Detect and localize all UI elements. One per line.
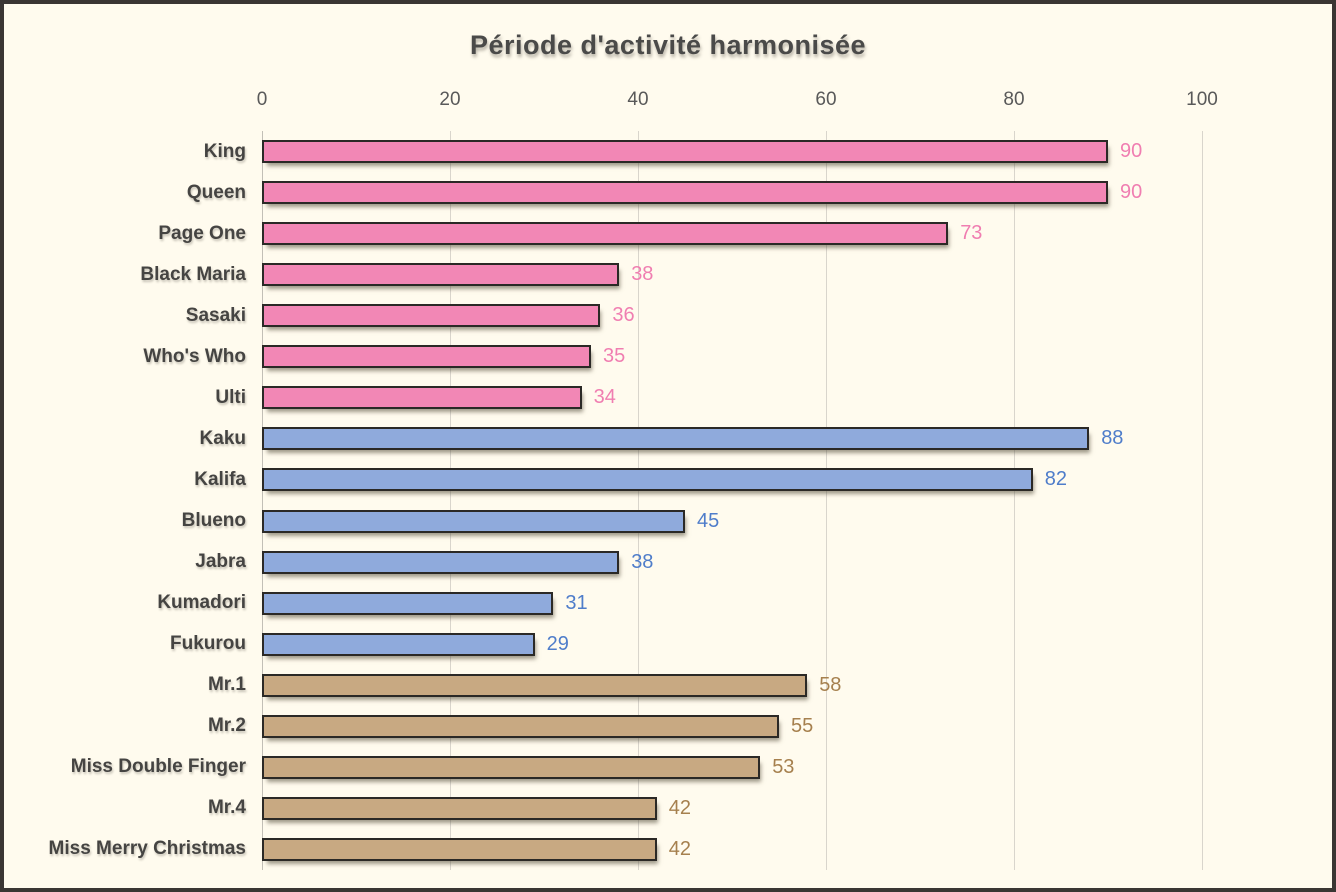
bar (262, 263, 620, 287)
x-tick-label: 40 (627, 89, 649, 110)
bar (262, 837, 657, 861)
bar (262, 427, 1090, 451)
category-label: King (203, 140, 246, 162)
bar-value: 58 (819, 673, 842, 696)
x-tick-label: 0 (256, 89, 268, 110)
category-label: Fukurou (170, 633, 246, 655)
bar-value: 90 (1120, 181, 1143, 204)
bar (262, 222, 949, 246)
bar (262, 140, 1108, 164)
chart-title: Période d'activité harmonisée (469, 30, 867, 60)
bar-value: 88 (1101, 427, 1124, 450)
category-label: Ulti (215, 386, 246, 408)
bar-value: 82 (1044, 468, 1068, 491)
bar-value: 42 (668, 796, 692, 819)
bar (262, 386, 582, 410)
x-tick-label: 20 (439, 89, 461, 110)
bar-value: 34 (593, 386, 616, 409)
x-tick-label: 80 (1003, 89, 1025, 110)
gridline (1013, 131, 1015, 870)
bar (262, 714, 779, 738)
bar-value: 53 (772, 755, 795, 778)
bar-value: 31 (565, 591, 588, 614)
bar (262, 632, 535, 656)
bar (262, 345, 591, 369)
bar-value: 38 (631, 550, 654, 573)
bar (262, 755, 761, 779)
bar-value: 36 (612, 304, 635, 327)
category-label: Miss Double Finger (70, 756, 246, 778)
bar-value: 38 (631, 263, 654, 286)
bar-value: 29 (546, 632, 569, 655)
category-label: Mr.1 (207, 674, 246, 696)
bar (262, 304, 601, 328)
category-label: Who's Who (143, 345, 246, 367)
bar (262, 181, 1108, 205)
category-label: Black Maria (140, 263, 246, 285)
category-label: Kumadori (157, 592, 246, 614)
bar-value: 35 (603, 345, 626, 368)
bar (262, 796, 657, 820)
x-tick-label: 60 (815, 89, 837, 110)
category-label: Kalifa (194, 468, 246, 490)
bar (262, 509, 685, 533)
y-axis-line (261, 131, 263, 870)
category-label: Sasaki (185, 304, 246, 326)
bar (262, 591, 554, 615)
category-label: Queen (186, 181, 246, 203)
category-label: Mr.4 (207, 797, 246, 819)
category-label: Page One (158, 222, 246, 244)
category-label: Jabra (195, 551, 246, 573)
gridline (1201, 131, 1203, 870)
category-label: Miss Merry Christmas (48, 838, 246, 860)
bar-value: 42 (668, 837, 692, 860)
bar-value: 55 (791, 714, 814, 737)
gridline (449, 131, 451, 870)
bar (262, 550, 620, 574)
bar-value: 90 (1120, 140, 1143, 163)
category-label: Kaku (199, 427, 246, 449)
bar-value: 45 (697, 509, 720, 532)
bar (262, 468, 1033, 492)
gridline (637, 131, 639, 870)
gridline (825, 131, 827, 870)
category-label: Blueno (181, 510, 246, 532)
x-tick-label: 100 (1186, 89, 1218, 110)
bar-value: 73 (960, 222, 983, 245)
bar (262, 673, 808, 697)
category-label: Mr.2 (207, 715, 246, 737)
